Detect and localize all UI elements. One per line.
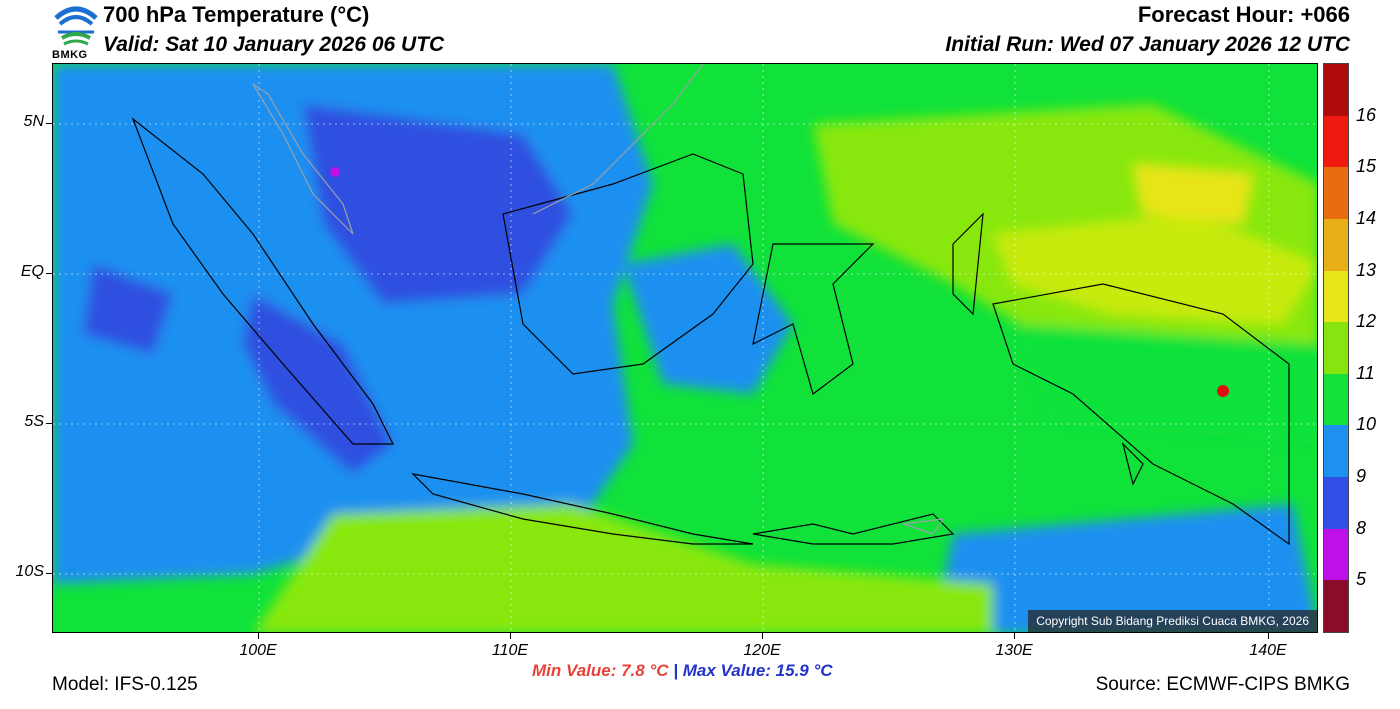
colorbar-label: 12 [1356, 311, 1377, 332]
lon-label-120e: 120E [743, 642, 781, 659]
source-label: Source: ECMWF-CIPS BMKG [1095, 674, 1350, 695]
colorbar-label: 13 [1356, 259, 1377, 280]
lat-tick [46, 573, 52, 574]
field-deep-blue-west [83, 264, 173, 354]
colorbar-segment [1324, 580, 1348, 632]
coast-borneo [502, 153, 754, 375]
hotspot-max [1217, 385, 1229, 397]
colorbar-label: 9 [1356, 466, 1367, 487]
lat-label-5s: 5S [24, 413, 44, 430]
coast-sulawesi [752, 243, 875, 396]
lon-tick [1014, 633, 1015, 639]
lat-label-5n: 5N [23, 113, 44, 130]
colorbar-segment [1324, 373, 1348, 426]
colorbar-segment [1324, 218, 1348, 271]
lon-label-110e: 110E [491, 642, 529, 659]
coast-papua [992, 283, 1290, 546]
coast-timor [902, 518, 945, 535]
lat-tick [46, 423, 52, 424]
lon-label-130e: 130E [995, 642, 1033, 659]
colorbar-segment [1324, 270, 1348, 323]
field-deep-blue-sumatra [243, 294, 393, 474]
colorbar-segment [1324, 115, 1348, 168]
lon-tick [258, 633, 259, 639]
field-yellowgreen [993, 214, 1317, 324]
lat-label-10s: 10S [15, 563, 44, 580]
coast-sabah [532, 64, 704, 215]
field-deep-blue-north [303, 104, 573, 304]
temperature-map: Copyright Sub Bidang Prediksi Cuaca BMKG… [52, 63, 1318, 633]
field-blue-central [623, 244, 793, 394]
lon-label-100e: 100E [239, 642, 277, 659]
model-label: Model: IFS-0.125 [52, 674, 198, 695]
initial-run: Initial Run: Wed 07 January 2026 12 UTC [945, 33, 1350, 56]
valid-time: Valid: Sat 10 January 2026 06 UTC [103, 33, 445, 56]
colorbar-segment [1324, 528, 1348, 581]
field-lightgreen-south [254, 504, 993, 632]
coast-java [411, 473, 754, 545]
coast-halmahera [952, 212, 984, 316]
bmkg-logo-icon [52, 2, 100, 62]
lat-label-eq: EQ [20, 263, 44, 280]
lon-tick [1268, 633, 1269, 639]
colorbar-segment [1324, 167, 1348, 219]
map-title: 700 hPa Temperature (°C) [103, 2, 370, 27]
colorbar-label: 8 [1356, 517, 1367, 538]
colorbar-segment [1324, 64, 1348, 116]
lat-tick [46, 273, 52, 274]
logo-text: BMKG [52, 49, 88, 61]
coast-nusa [752, 513, 955, 545]
colorbar-label: 16 [1356, 104, 1377, 125]
temperature-colorbar [1323, 63, 1349, 633]
hotspot-min [330, 167, 340, 177]
colorbar-label: 15 [1356, 156, 1377, 177]
colorbar-segment [1324, 425, 1348, 478]
max-value: Max Value: 15.9 °C [682, 661, 833, 680]
coast-sumatra [131, 117, 394, 445]
colorbar-label: 11 [1356, 362, 1375, 383]
copyright-text: Copyright Sub Bidang Prediksi Cuaca BMKG… [1028, 610, 1317, 632]
lon-tick [762, 633, 763, 639]
colorbar-label: 14 [1356, 207, 1377, 228]
coast-aru [1121, 442, 1144, 486]
min-value: Min Value: 7.8 °C [532, 661, 669, 680]
field-green-east [1013, 324, 1317, 444]
colorbar-label: 5 [1356, 569, 1367, 590]
forecast-hour: Forecast Hour: +066 [1137, 2, 1350, 27]
colorbar-segment [1324, 322, 1348, 374]
min-max-values: Min Value: 7.8 °C | Max Value: 15.9 °C [532, 661, 833, 681]
colorbar-label: 10 [1356, 414, 1377, 435]
lon-tick [510, 633, 511, 639]
coast-malay [252, 83, 354, 235]
colorbar-segment [1324, 477, 1348, 529]
lat-tick [46, 123, 52, 124]
field-yellow [1133, 164, 1253, 224]
field-blue-southeast [933, 504, 1317, 632]
lon-label-140e: 140E [1249, 642, 1287, 659]
separator: | [673, 661, 679, 680]
